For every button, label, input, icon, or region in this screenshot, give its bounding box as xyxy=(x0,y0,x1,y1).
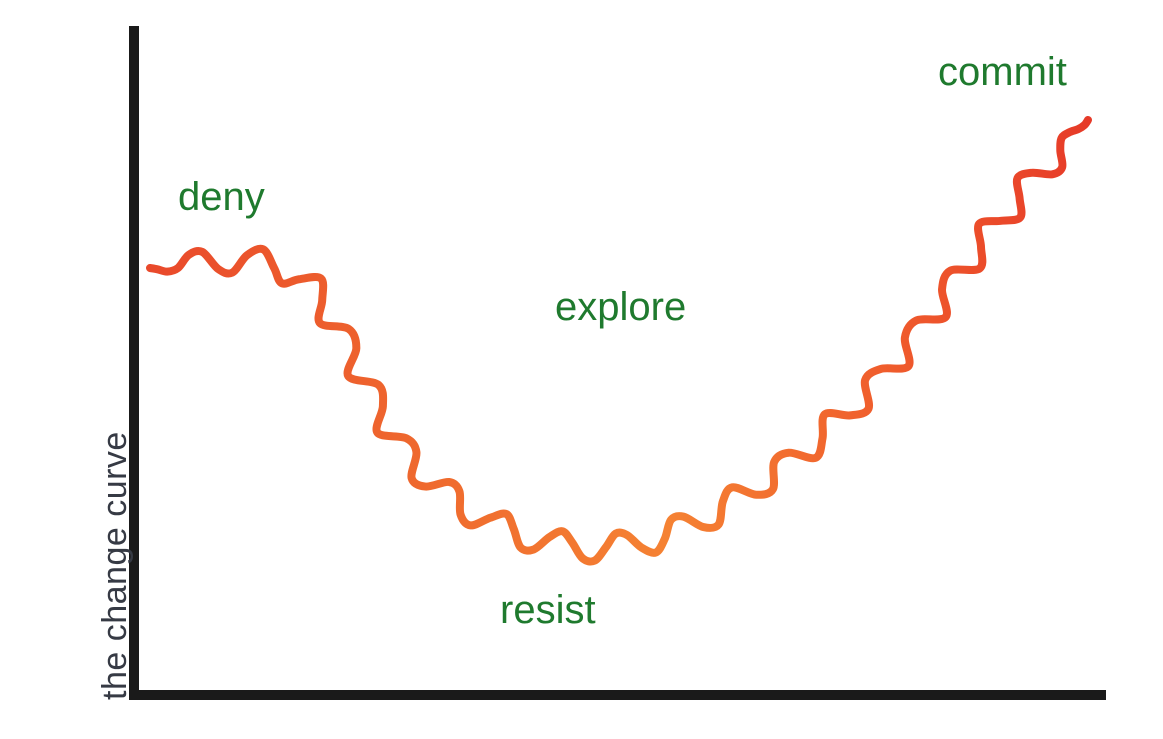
diagram-stage: the change curve deny explore resist commit xyxy=(0,0,1163,739)
phase-label-resist: resist xyxy=(500,588,596,633)
phase-label-deny: deny xyxy=(178,175,265,220)
phase-label-explore: explore xyxy=(555,285,686,330)
y-axis-label: the change curve xyxy=(96,431,135,700)
phase-label-commit: commit xyxy=(938,50,1067,95)
change-curve-line xyxy=(150,120,1088,562)
